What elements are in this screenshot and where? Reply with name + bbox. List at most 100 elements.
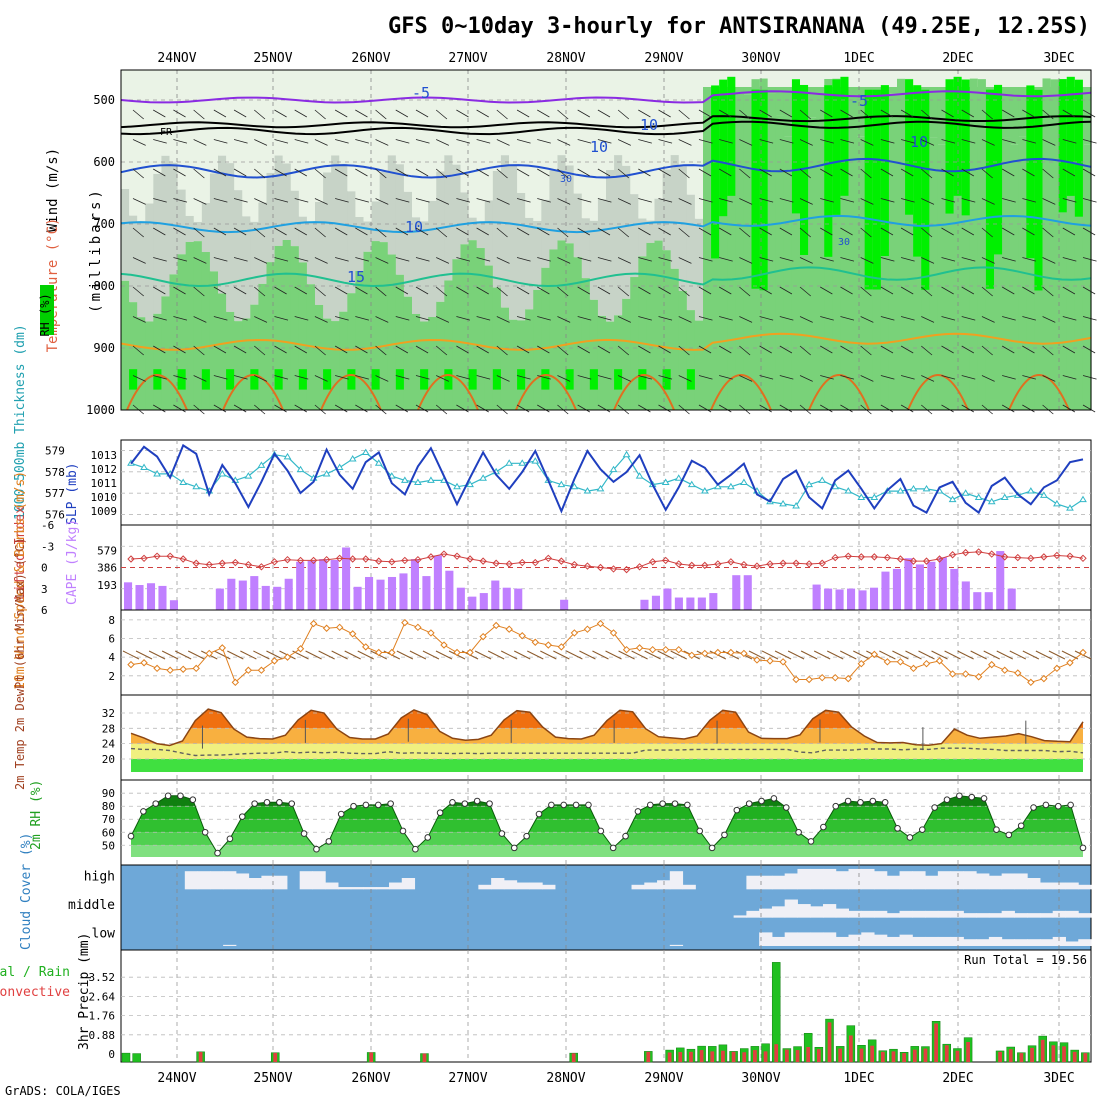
precip-convective-bar <box>699 1050 704 1062</box>
wind-barb <box>375 345 387 356</box>
wind-barb <box>436 139 450 146</box>
rh-marker <box>1054 802 1062 810</box>
li-marker <box>518 558 526 567</box>
wind-barb <box>1082 198 1097 203</box>
wind-barb <box>759 109 772 118</box>
precip-convective-bar <box>816 1049 821 1062</box>
cape-tick-label: 193 <box>97 579 117 592</box>
cloud-bar <box>848 868 862 890</box>
precip-convective-bar <box>1051 1045 1056 1062</box>
wind-barb <box>900 198 915 203</box>
cloud-bar <box>389 882 403 890</box>
rh-column-mid <box>266 172 276 263</box>
rh-column-light <box>258 70 268 203</box>
rh-column-mid <box>315 201 324 305</box>
wind-speed-marker <box>818 673 826 682</box>
wind-barb <box>456 404 469 413</box>
wind-barb <box>537 316 551 321</box>
wind-barb <box>719 316 733 321</box>
rh-marker <box>523 832 530 840</box>
cape-bar <box>250 576 259 610</box>
rh-marker <box>214 849 221 857</box>
wind-tick-label: 8 <box>108 614 115 627</box>
thickness-marker <box>635 472 644 479</box>
rh-column-moist <box>662 250 672 410</box>
wind-barb <box>375 109 387 120</box>
wind-barb <box>638 286 651 295</box>
rh-column-mid <box>169 162 179 275</box>
wind-barb <box>173 375 188 380</box>
cloud-bar <box>401 878 416 890</box>
temp-line <box>130 708 1084 747</box>
rh-marker <box>881 799 889 806</box>
wind-barb <box>1062 227 1076 236</box>
precip-convective-bar <box>827 1022 832 1062</box>
wind-barb <box>779 375 794 380</box>
cloud-bar <box>797 868 811 890</box>
cloud-bar <box>835 908 849 918</box>
wind-barb <box>274 345 287 354</box>
precip-convective-bar <box>934 1023 938 1062</box>
wind-barb <box>566 650 583 660</box>
wind-barb <box>233 404 247 413</box>
precip-convective-bar <box>859 1048 864 1062</box>
wind-barb <box>900 404 914 413</box>
rh-column-moist <box>800 137 809 410</box>
wind-barb <box>395 198 410 203</box>
rh-column-mid <box>492 170 502 288</box>
wind-barb <box>476 198 491 203</box>
thickness-marker <box>870 493 879 500</box>
rh2m-axis-label: 2m RH (%) <box>29 780 44 850</box>
rh-column-wet <box>864 89 874 290</box>
precip-total-bar <box>132 1053 141 1063</box>
rh-column-wet <box>541 369 551 390</box>
precip-convective-bar <box>870 1045 875 1062</box>
rh-column-wet <box>1026 85 1036 259</box>
wind-barb <box>799 286 812 297</box>
wind-tick-label: 2 <box>108 670 115 683</box>
wind-barb <box>658 139 673 144</box>
precip-convective-bar <box>923 1048 928 1062</box>
thickness-marker <box>335 463 344 471</box>
wind-barb <box>496 316 510 323</box>
wind-barb <box>739 404 751 415</box>
wind-barb <box>779 404 793 413</box>
wind-barb <box>779 257 794 262</box>
wind-barb <box>132 198 146 205</box>
wind-barb <box>193 286 205 297</box>
rh-marker <box>745 800 753 807</box>
rh-column-light <box>395 70 405 165</box>
rh-column-moist <box>614 315 623 410</box>
cloud-bar <box>1001 939 1015 946</box>
wind-barb <box>759 375 774 380</box>
rh-column-mid <box>622 165 631 299</box>
wind-barb <box>294 198 309 203</box>
wind-speed-marker <box>766 657 774 665</box>
thickness-marker <box>948 495 957 503</box>
cape-bar <box>410 559 419 610</box>
wind-barb <box>941 139 956 144</box>
rh-column-light <box>201 70 211 204</box>
li-marker <box>935 555 944 563</box>
wind-barb <box>496 198 510 205</box>
wind-barb <box>921 198 935 205</box>
thickness-marker <box>518 459 527 466</box>
cloud-bar <box>861 932 875 946</box>
wind-barb <box>900 139 915 144</box>
wind-barb <box>638 345 651 354</box>
wind-barb <box>174 650 192 660</box>
rh-column-mid <box>298 216 308 263</box>
wind-barb <box>173 139 188 144</box>
cape-bar <box>387 576 397 610</box>
rh-column-wet <box>298 369 308 390</box>
wind-barb <box>254 345 266 356</box>
rh-column-moist <box>500 307 510 410</box>
li-marker <box>961 548 970 557</box>
li-tick-label: -6 <box>41 519 54 532</box>
cape-bar <box>961 581 970 610</box>
wind-barb <box>944 650 961 660</box>
wind-speed-marker <box>779 658 787 666</box>
wind-speed-marker <box>883 658 892 666</box>
temp2m-axis-label: 2m Temp 2m DewPt (6hr Min/Max) (°C) <box>13 537 27 790</box>
rh-column-moist <box>775 115 785 410</box>
